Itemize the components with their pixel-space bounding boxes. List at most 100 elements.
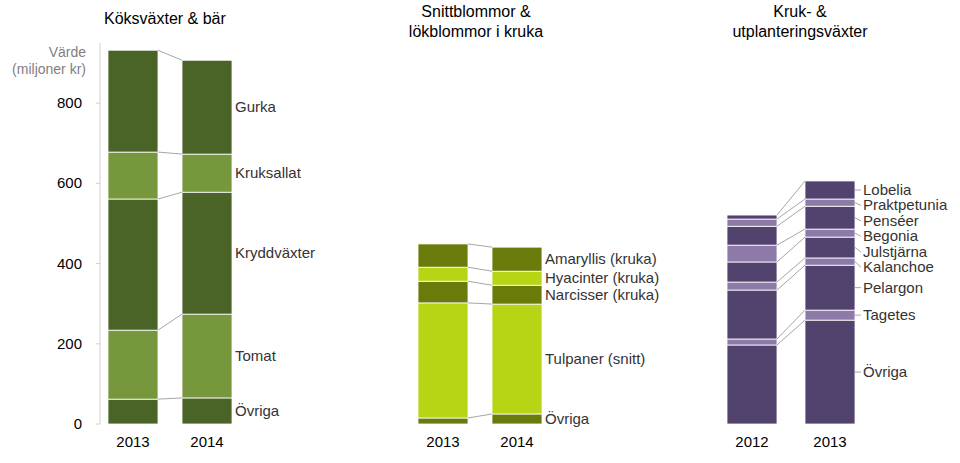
series-label: Övriga bbox=[863, 363, 908, 380]
title-line: Snittblommor & bbox=[421, 3, 531, 20]
bar-segment bbox=[805, 258, 855, 265]
bar-segment bbox=[727, 245, 777, 262]
bar-segment bbox=[727, 215, 777, 219]
bar-segment bbox=[727, 339, 777, 345]
title-line: Köksväxter & bär bbox=[104, 10, 227, 27]
bar-segment bbox=[805, 310, 855, 320]
x-tick-label: 2013 bbox=[426, 433, 459, 450]
x-tick-label: 2014 bbox=[190, 433, 223, 450]
y-tick bbox=[96, 103, 100, 104]
connector-line bbox=[777, 229, 805, 245]
y-tick bbox=[96, 424, 100, 425]
y-tick bbox=[96, 263, 100, 264]
bar-segment bbox=[492, 285, 542, 304]
bar-segment bbox=[418, 267, 468, 281]
bar-segment bbox=[108, 330, 158, 399]
bar-segment bbox=[182, 154, 232, 192]
bar-segment bbox=[418, 418, 468, 424]
y-tick-label: 800 bbox=[57, 94, 82, 111]
leader-line bbox=[855, 203, 861, 206]
bar-segment bbox=[805, 265, 855, 310]
connector-line bbox=[158, 50, 182, 60]
bar-segment bbox=[727, 345, 777, 424]
y-tick-label: 0 bbox=[74, 415, 82, 432]
series-label: Övriga bbox=[235, 402, 280, 419]
bar-segment bbox=[727, 282, 777, 290]
connector-line bbox=[158, 192, 182, 199]
title-line: Kruk- & bbox=[773, 3, 827, 20]
bar-segment bbox=[492, 271, 542, 285]
bar-segment bbox=[727, 262, 777, 282]
bar-segment bbox=[108, 50, 158, 152]
x-tick-label: 2012 bbox=[735, 433, 768, 450]
x-tick-label: 2014 bbox=[500, 433, 533, 450]
bar-segment bbox=[805, 206, 855, 229]
bar-segment bbox=[182, 398, 232, 424]
series-label: Tomat bbox=[235, 347, 277, 364]
bar-segment bbox=[108, 199, 158, 330]
series-label: Hyacinter (kruka) bbox=[545, 269, 659, 286]
connector-line bbox=[777, 181, 805, 215]
y-label-line: Värde bbox=[49, 44, 87, 60]
bar-segment bbox=[418, 303, 468, 418]
series-label: Övriga bbox=[545, 410, 590, 427]
bar-segment bbox=[418, 281, 468, 303]
leader-line bbox=[855, 189, 861, 190]
title-line: utplanteringsväxter bbox=[732, 23, 868, 40]
series-label: Tagetes bbox=[863, 306, 916, 323]
bar-segment bbox=[805, 237, 855, 258]
bar-segment bbox=[805, 320, 855, 424]
bar-segment bbox=[108, 399, 158, 424]
y-tick bbox=[96, 343, 100, 344]
connector-line bbox=[777, 237, 805, 262]
bar-segment bbox=[182, 192, 232, 314]
title-line: lökblommor i kruka bbox=[409, 23, 543, 40]
chart-title: Snittblommor & lökblommor i kruka bbox=[409, 3, 543, 40]
y-tick-label: 400 bbox=[57, 255, 82, 272]
series-label: Narcisser (kruka) bbox=[545, 286, 659, 303]
bar-segment bbox=[492, 247, 542, 271]
leader-line bbox=[855, 233, 861, 236]
series-label: Amaryllis (kruka) bbox=[545, 250, 657, 267]
bar-segment bbox=[108, 152, 158, 199]
connector-line bbox=[468, 414, 492, 418]
connector-line bbox=[777, 258, 805, 282]
connector-line bbox=[158, 398, 182, 399]
x-tick-label: 2013 bbox=[813, 433, 846, 450]
x-tick-label: 2013 bbox=[116, 433, 149, 450]
series-label: Penséer bbox=[863, 212, 919, 229]
series-label: Pelargon bbox=[863, 279, 923, 296]
leader-line bbox=[855, 372, 861, 373]
bar-segment bbox=[182, 314, 232, 398]
connector-line bbox=[158, 314, 182, 330]
bar-segment bbox=[805, 229, 855, 237]
bar-segment bbox=[727, 226, 777, 245]
y-tick-label: 600 bbox=[57, 174, 82, 191]
bar-segment bbox=[727, 219, 777, 226]
connector-line bbox=[777, 265, 805, 290]
chart-canvas: Köksväxter & bär0200400600800Värde(miljo… bbox=[0, 0, 960, 463]
chart-title: Kruk- & utplanteringsväxter bbox=[732, 3, 868, 40]
bar-segment bbox=[727, 290, 777, 339]
series-label: Gurka bbox=[235, 98, 277, 115]
series-label: Tulpaner (snitt) bbox=[545, 350, 645, 367]
plot-area bbox=[108, 50, 232, 424]
connector-line bbox=[777, 310, 805, 339]
series-label: Lobelia bbox=[863, 181, 912, 198]
y-axis-line bbox=[100, 43, 101, 424]
connector-line bbox=[468, 281, 492, 285]
series-label: Kryddväxter bbox=[235, 244, 315, 261]
bar-segment bbox=[805, 181, 855, 199]
bar-segment bbox=[418, 244, 468, 267]
y-axis-label: Värde(miljoner kr) bbox=[12, 44, 86, 77]
series-label: Kalanchoe bbox=[863, 258, 934, 275]
series-label: Begonia bbox=[863, 227, 919, 244]
leader-line bbox=[855, 262, 861, 268]
connector-line bbox=[158, 152, 182, 154]
leader-line bbox=[855, 287, 861, 288]
leader-line bbox=[855, 248, 861, 252]
y-tick bbox=[96, 183, 100, 184]
connector-line bbox=[468, 267, 492, 271]
leader-line bbox=[855, 218, 861, 221]
connector-line bbox=[468, 244, 492, 247]
